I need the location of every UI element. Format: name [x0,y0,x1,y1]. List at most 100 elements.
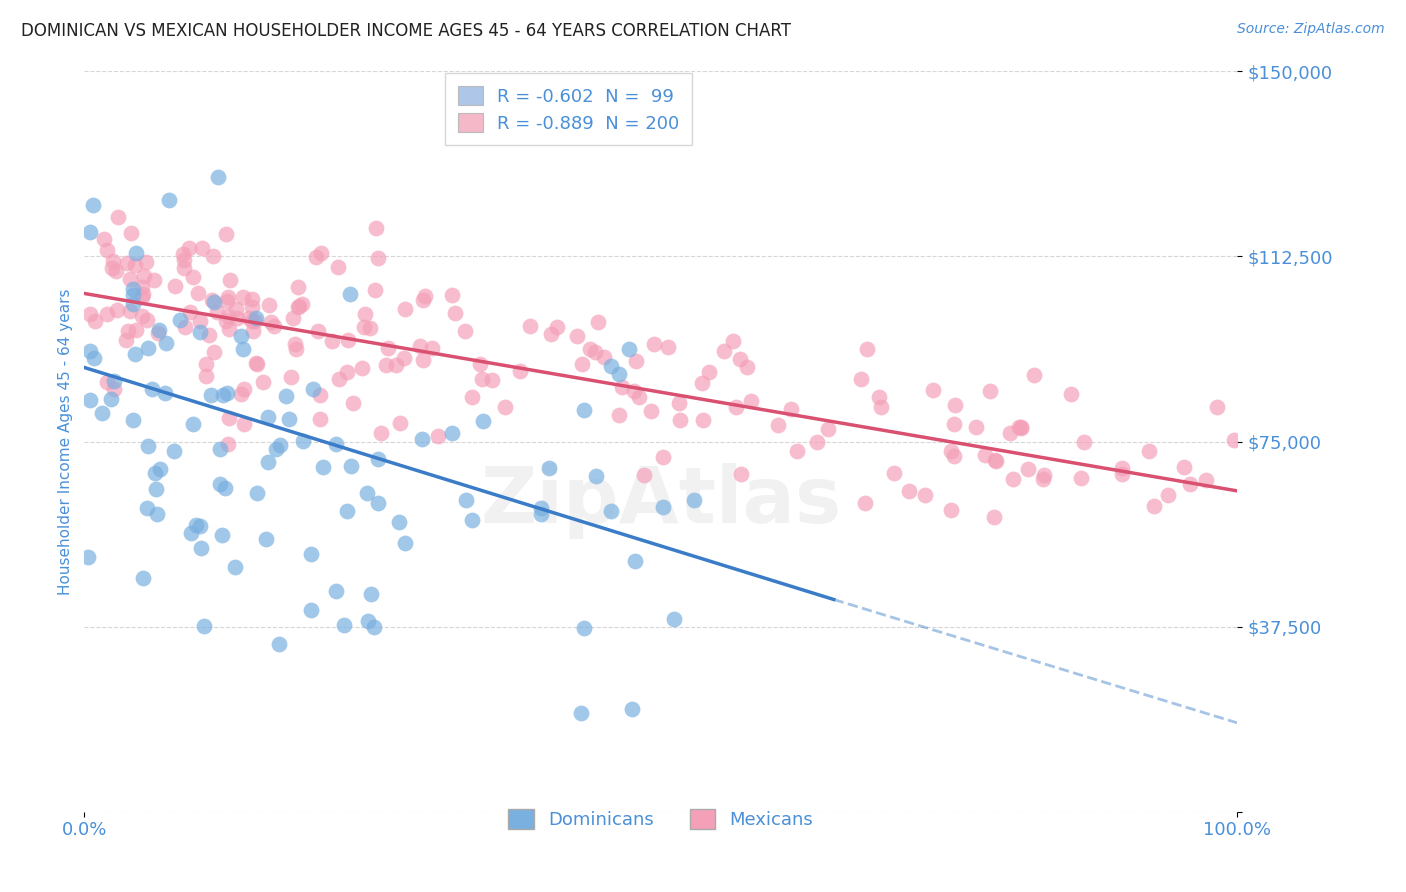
Point [131,290,153,304]
Point [669,413,692,427]
Point [135,500,157,515]
Point [1060,387,1083,401]
Point [225,301,247,316]
Point [612,380,634,394]
Point [353,320,375,334]
Point [101,253,124,268]
Point [914,488,936,502]
Point [266,442,288,456]
Point [1157,488,1180,502]
Point [1137,444,1160,458]
Point [468,358,491,372]
Point [277,412,299,426]
Point [292,434,315,449]
Point [90,406,112,420]
Point [569,706,592,720]
Point [620,702,643,716]
Point [215,227,238,242]
Point [855,343,877,357]
Point [328,260,350,275]
Point [1017,462,1039,476]
Point [246,358,269,372]
Point [179,304,201,318]
Point [1178,476,1201,491]
Point [617,342,640,356]
Point [1206,400,1229,414]
Point [132,571,155,585]
Point [120,272,142,286]
Point [699,365,721,379]
Point [471,372,494,386]
Point [572,621,595,635]
Point [413,289,436,303]
Point [217,309,239,323]
Point [333,618,356,632]
Point [260,316,283,330]
Point [252,376,274,390]
Point [172,247,194,261]
Point [177,241,200,255]
Point [1008,420,1031,434]
Point [201,249,224,263]
Point [412,352,434,367]
Point [607,408,630,422]
Point [735,360,758,375]
Point [104,264,127,278]
Point [131,309,153,323]
Point [578,342,600,356]
Point [169,313,191,327]
Point [280,369,302,384]
Point [153,386,176,401]
Point [454,324,477,338]
Point [494,401,516,415]
Point [662,612,685,626]
Point [607,368,630,382]
Point [1173,459,1195,474]
Point [285,342,308,356]
Point [257,455,280,469]
Point [357,614,380,628]
Point [723,334,745,349]
Point [190,541,212,556]
Point [583,345,606,359]
Point [868,390,890,404]
Point [364,283,387,297]
Point [148,323,170,337]
Point [246,485,269,500]
Point [238,311,260,326]
Point [200,388,222,402]
Point [125,323,148,337]
Point [218,273,240,287]
Point [983,509,1005,524]
Point [274,389,297,403]
Point [1010,421,1032,435]
Point [1070,471,1092,485]
Point [121,288,143,302]
Text: DOMINICAN VS MEXICAN HOUSEHOLDER INCOME AGES 45 - 64 YEARS CORRELATION CHART: DOMINICAN VS MEXICAN HOUSEHOLDER INCOME … [21,22,792,40]
Point [657,340,679,354]
Point [1073,434,1095,449]
Point [188,313,211,327]
Point [979,384,1001,399]
Point [363,620,385,634]
Point [134,269,156,284]
Point [692,413,714,427]
Point [284,336,307,351]
Point [131,280,153,294]
Point [572,402,595,417]
Point [217,437,239,451]
Point [232,382,254,396]
Point [240,301,263,315]
Point [96,307,118,321]
Point [730,467,752,481]
Point [965,419,987,434]
Point [567,328,589,343]
Point [103,382,125,396]
Point [96,375,118,389]
Point [232,342,254,356]
Point [122,282,145,296]
Point [640,404,662,418]
Point [713,343,735,358]
Point [263,318,285,333]
Point [364,220,387,235]
